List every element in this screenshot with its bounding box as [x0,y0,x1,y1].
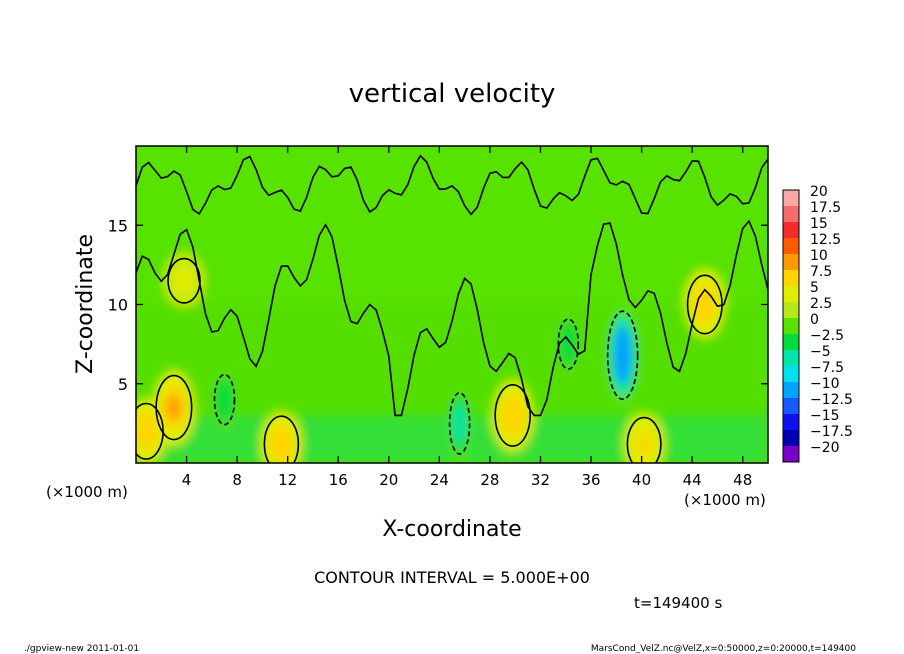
x-tick-label: 4 [182,471,192,489]
colorbar-swatch [783,334,799,350]
x-tick-label: 36 [581,471,600,489]
x-tick-label: 8 [232,471,242,489]
colorbar-label: 15 [810,216,828,232]
y-axis-label: Z-coordinate [73,234,98,374]
colorbar-swatch [783,190,799,206]
updraft-region [697,292,712,317]
updraft-region [139,420,154,443]
footer-right: MarsCond_VelZ.nc@VelZ,x=0:50000,z=0:2000… [591,644,856,654]
x-tick-label: 44 [683,471,702,489]
updraft-region [637,433,652,455]
y-tick-label: 15 [108,216,128,235]
colorbar-label: 17.5 [810,200,841,216]
x-tick-label: 24 [430,471,449,489]
colorbar-label: 12.5 [810,232,841,248]
downdraft-contour [557,318,580,370]
updraft-contour [263,415,300,463]
downdraft-region [616,337,629,373]
colorbar-swatch [783,206,799,222]
colorbar-swatch [783,302,799,318]
x-tick-label: 28 [480,471,499,489]
x-tick-label: 32 [531,471,550,489]
colorbar-swatch [783,254,799,270]
x-axis-label: X-coordinate [382,517,521,542]
x-axis-ticks: 4 8 12 16 20 24 28 32 36 40 44 48 [182,146,752,489]
colorbar-label: −7.5 [810,360,844,376]
downdraft-region [220,389,229,410]
colorbar-label: −2.5 [810,328,844,344]
colorbar-swatch [783,446,799,462]
updraft-region [505,403,520,428]
colorbar-swatch [783,382,799,398]
x-tick-label: 40 [632,471,651,489]
upper-contour [136,154,768,216]
upper-band [136,146,768,305]
chart-title: vertical velocity [349,79,556,109]
updraft-region [274,432,289,456]
colorbar-label: −17.5 [810,424,853,440]
colorbar-label: −15 [810,408,840,424]
colorbar-swatch [783,286,799,302]
y-tick-label: 5 [118,375,128,394]
updraft-region [177,271,191,290]
downdraft-contour [213,373,236,426]
footer-left: ./gpview-new 2011-01-01 [24,644,139,654]
velocity-field [136,146,768,463]
updraft-contour [494,384,531,447]
x-tick-label: 16 [329,471,348,489]
colorbar-swatch [783,270,799,286]
x-tick-label: 20 [379,471,398,489]
downdraft-contour [606,310,639,401]
downdraft-region [564,333,573,355]
colorbar-label: 5 [810,280,819,296]
updraft-contour [686,274,723,335]
updraft-contour [136,402,164,460]
colorbar-label: −10 [810,376,840,392]
x-unit-label: (×1000 m) [46,483,128,501]
y-tick-label: 10 [108,296,128,315]
zero-contour [136,219,768,417]
x-unit-label-right: (×1000 m) [684,491,766,509]
colorbar-label: 2.5 [810,296,832,312]
colorbar-label: 20 [810,184,828,200]
updraft-contour [155,374,193,441]
colorbar-swatch [783,350,799,366]
contour-interval-text: CONTOUR INTERVAL = 5.000E+00 [314,568,590,587]
colorbar-label: −12.5 [810,392,853,408]
downdraft-region [455,410,464,436]
colorbar-frame [782,189,800,463]
colorbar-swatch [783,318,799,334]
colorbar-label: −20 [810,440,840,456]
updraft-contour [626,416,662,463]
colorbar-label: 10 [810,248,828,264]
updraft-contour [167,257,201,304]
updraft-region [166,394,182,421]
x-tick-label: 48 [733,471,752,489]
colorbar-swatch [783,430,799,446]
colorbar-swatch [783,398,799,414]
y-axis-ticks: 5 10 15 [108,216,768,394]
time-stamp: t=149400 s [634,594,722,612]
colorbar-label: 7.5 [810,264,832,280]
downdraft-contour [448,391,471,455]
colorbar-swatch [783,414,799,430]
colorbar-swatch [783,366,799,382]
colorbar-swatch [783,238,799,254]
x-tick-label: 12 [278,471,297,489]
plot-area [136,146,768,463]
colorbar: 2017.51512.5107.552.50−2.5−5−7.5−10−12.5… [782,184,853,463]
contour-lines [136,154,768,463]
colorbar-label: −5 [810,344,831,360]
colorbar-label: 0 [810,312,819,328]
colorbar-swatch [783,222,799,238]
